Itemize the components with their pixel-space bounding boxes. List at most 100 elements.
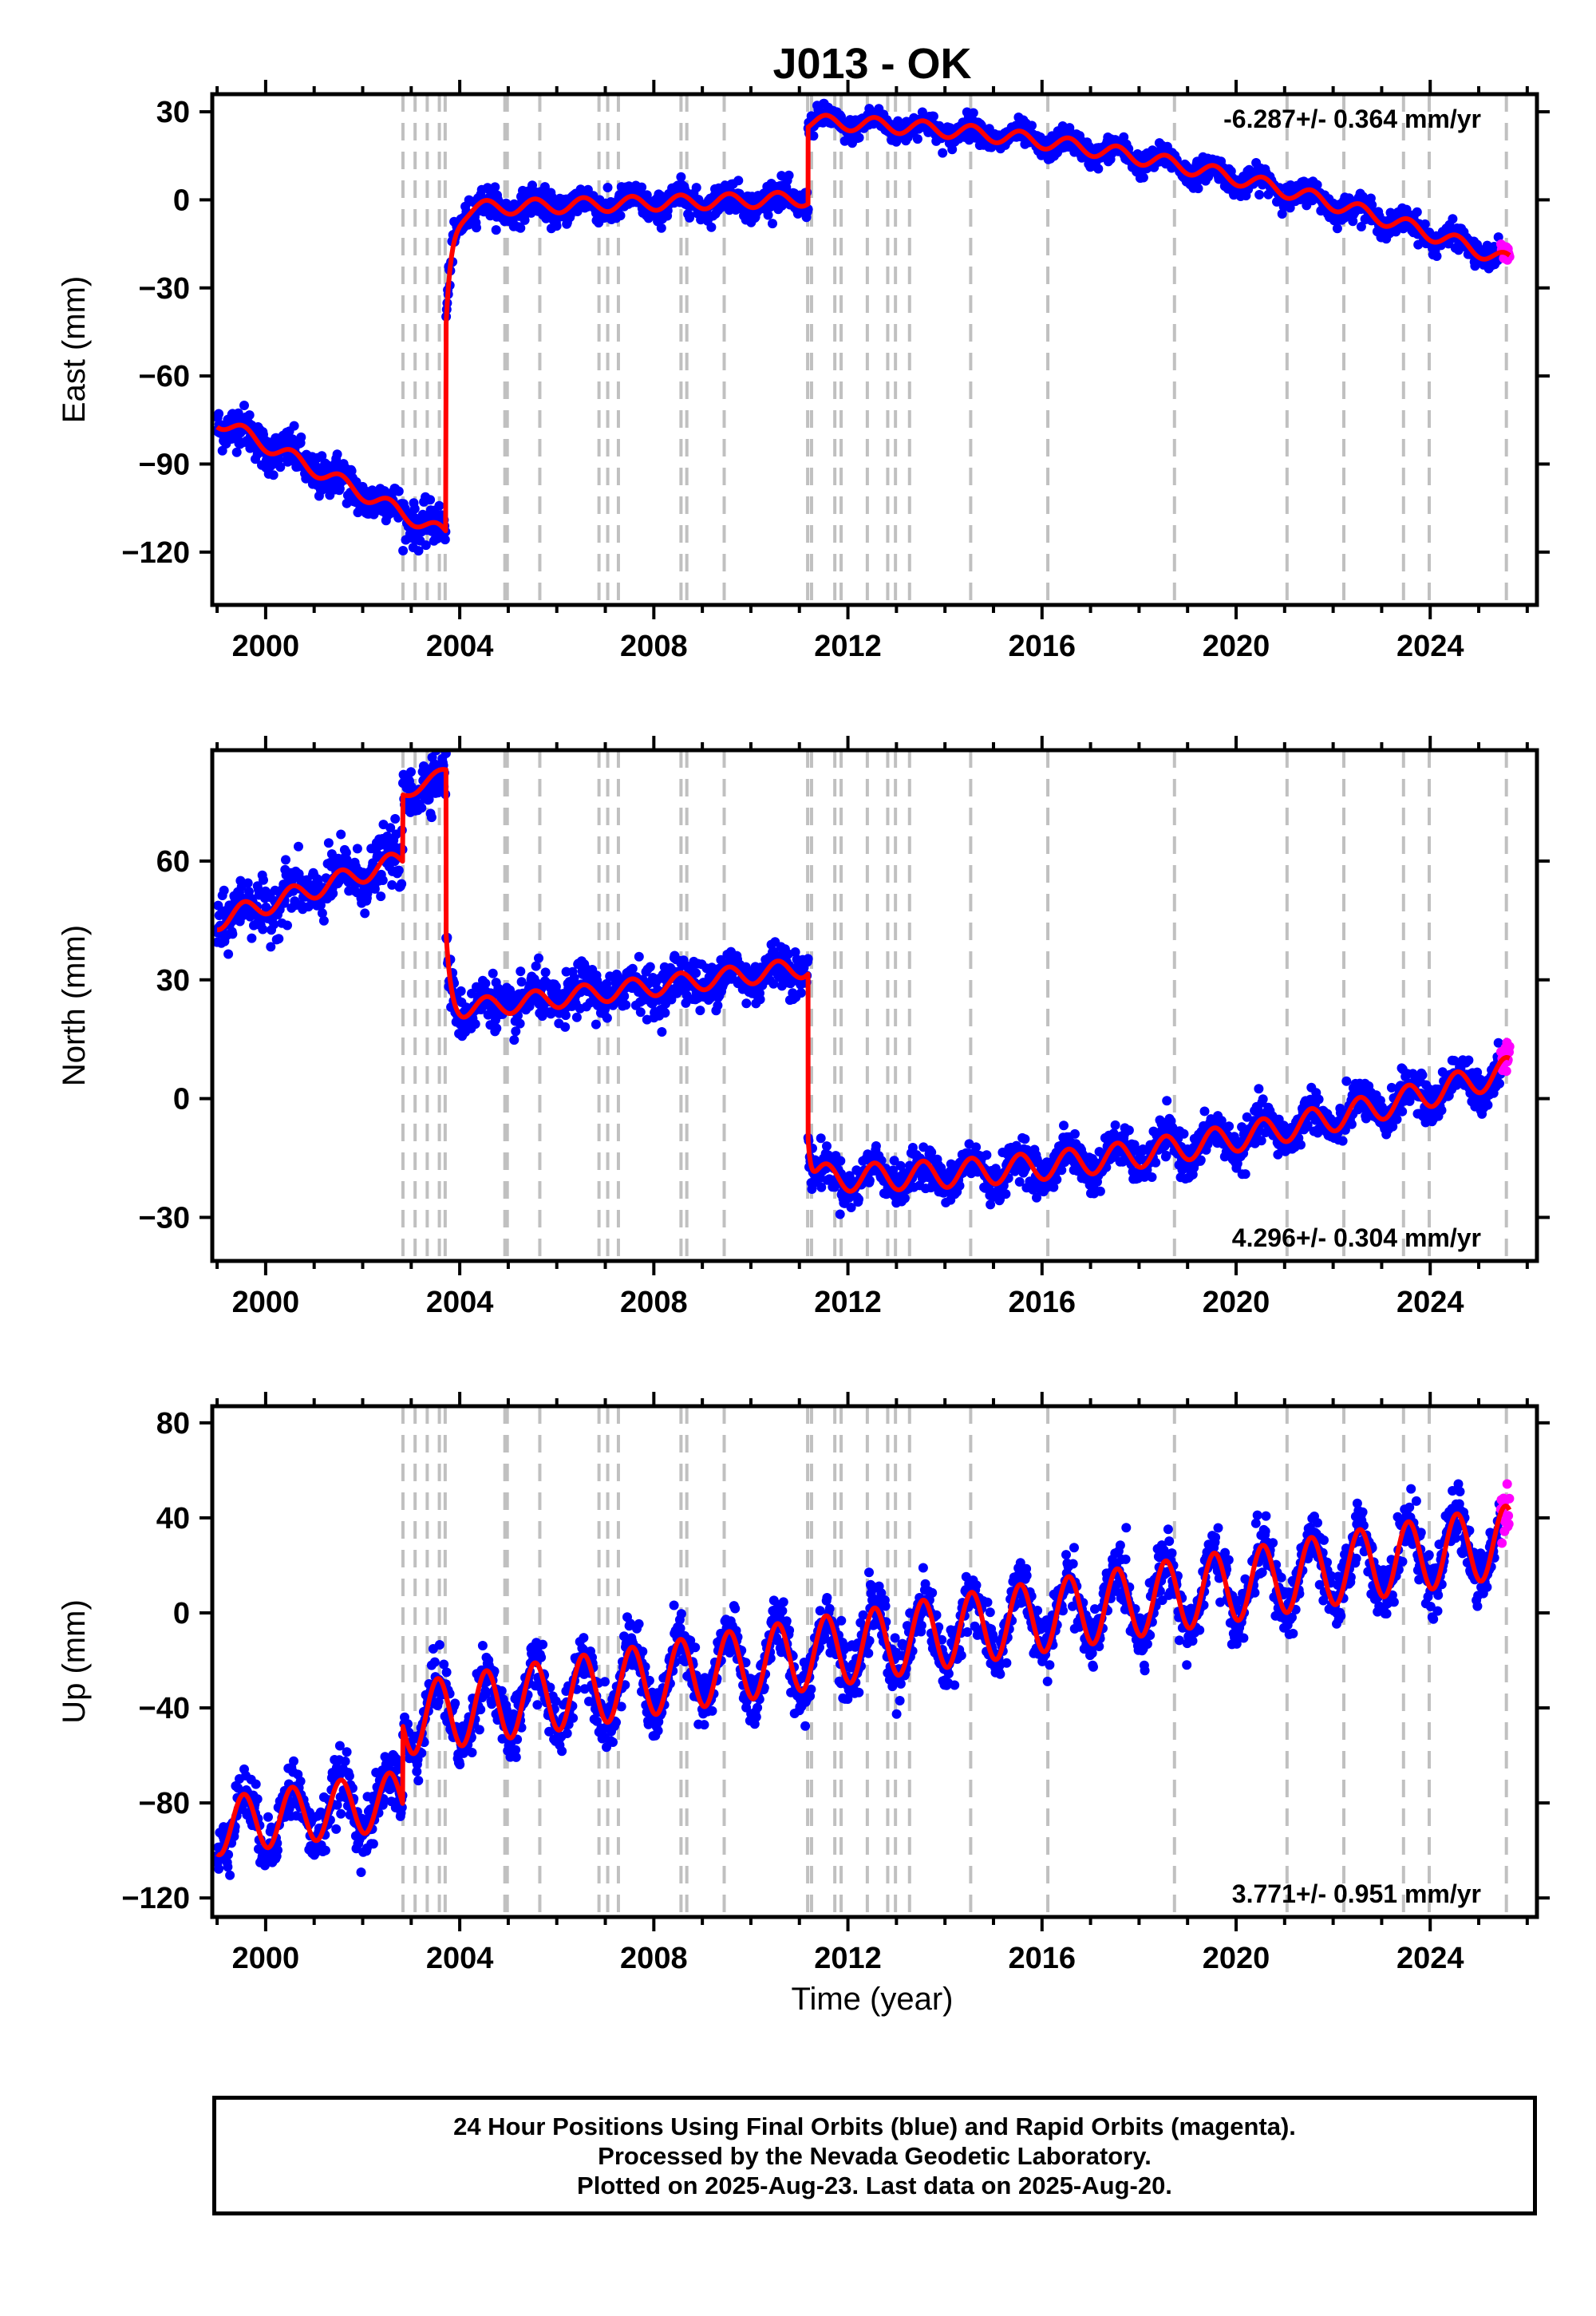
final-point [968, 108, 978, 118]
final-point [393, 486, 404, 496]
final-point [1124, 1125, 1134, 1136]
x-tick-label: 2020 [1203, 630, 1270, 663]
final-point [1138, 172, 1148, 183]
final-point [515, 1018, 525, 1029]
north-data-points [212, 739, 1515, 1219]
x-tick-label: 2004 [426, 630, 494, 663]
final-point [492, 1023, 502, 1034]
final-point [1162, 1096, 1172, 1106]
final-point [1027, 121, 1037, 131]
final-point [1199, 1106, 1210, 1117]
final-point [695, 1006, 705, 1016]
final-point [425, 495, 436, 505]
final-point [282, 920, 292, 931]
final-point [1420, 219, 1430, 229]
final-point [227, 929, 238, 939]
final-point [551, 221, 562, 231]
final-point [1332, 223, 1342, 234]
final-point [269, 919, 279, 930]
final-point [268, 470, 279, 480]
final-point [691, 968, 701, 978]
final-point [281, 855, 290, 865]
final-point [274, 454, 284, 464]
final-point [488, 968, 498, 978]
x-tick-label: 2000 [232, 630, 300, 663]
final-point [1296, 1140, 1306, 1150]
final-point [294, 841, 303, 852]
final-point [244, 410, 255, 421]
final-point [685, 212, 695, 223]
final-point [835, 1209, 845, 1219]
final-point [534, 953, 543, 963]
final-point [733, 176, 744, 186]
final-point [323, 838, 334, 848]
final-point [516, 966, 526, 977]
final-point [258, 924, 268, 935]
east-y-axis-label: East (mm) [57, 276, 92, 423]
final-point [274, 934, 284, 944]
final-point [1432, 251, 1442, 261]
y-tick-label: −30 [139, 272, 190, 306]
final-point [406, 767, 416, 777]
final-point [377, 875, 388, 885]
final-point [1254, 190, 1265, 200]
final-point [676, 172, 686, 182]
final-point [437, 739, 446, 749]
final-point [336, 829, 346, 840]
final-point [352, 844, 362, 854]
final-point [1341, 1076, 1352, 1086]
final-point [434, 500, 444, 511]
final-point [763, 210, 773, 220]
final-point [317, 451, 327, 461]
final-point [571, 1012, 582, 1022]
chart-title: J013 - OK [772, 40, 971, 88]
final-point [602, 183, 613, 192]
x-tick-label: 2008 [620, 630, 688, 663]
y-tick-label: 30 [156, 96, 190, 129]
final-point [1258, 1094, 1268, 1105]
final-point [360, 908, 370, 919]
final-point [560, 1010, 571, 1021]
final-point [634, 951, 644, 962]
final-point [1392, 1114, 1402, 1124]
final-point [656, 223, 666, 233]
final-point [796, 988, 806, 998]
final-point [572, 207, 583, 216]
final-point [398, 546, 409, 555]
final-point [509, 1035, 519, 1045]
final-point [390, 814, 401, 824]
final-point [691, 183, 701, 193]
y-tick-label: 0 [173, 184, 190, 217]
final-point [560, 1022, 571, 1032]
final-point [1070, 1128, 1080, 1139]
final-point [397, 879, 407, 889]
final-point [1224, 1121, 1235, 1132]
x-tick-label: 2024 [1396, 630, 1464, 663]
final-point [1052, 1175, 1062, 1184]
final-point [1417, 1070, 1428, 1081]
final-point [243, 878, 253, 888]
final-point [1093, 164, 1104, 174]
final-point [247, 933, 257, 943]
final-point [318, 915, 329, 926]
x-tick-label: 2016 [1009, 630, 1077, 663]
y-tick-label: −120 [121, 536, 190, 570]
final-point [1147, 1172, 1157, 1182]
final-point [1095, 1186, 1105, 1196]
final-point [822, 1141, 832, 1152]
final-point [490, 182, 500, 192]
final-point [1240, 1169, 1250, 1180]
final-point [296, 432, 306, 442]
final-point [346, 466, 357, 476]
final-point [1110, 1120, 1120, 1130]
final-point [1337, 1136, 1348, 1146]
final-point [1193, 184, 1203, 194]
final-point [421, 540, 431, 551]
final-point [491, 225, 501, 235]
final-point [982, 1150, 992, 1160]
final-point [219, 885, 229, 895]
y-tick-label: −90 [139, 448, 190, 481]
final-point [440, 535, 450, 545]
